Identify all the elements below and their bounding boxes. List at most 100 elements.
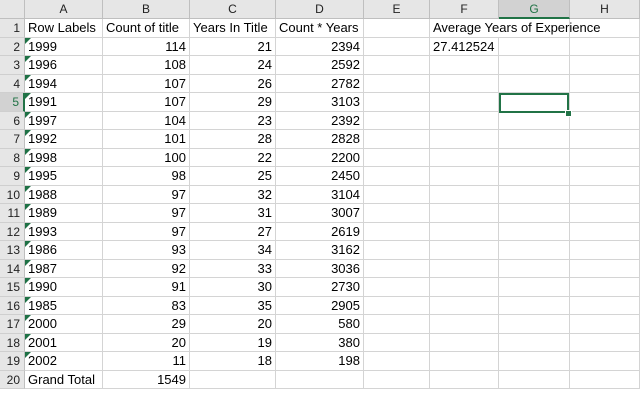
row-header[interactable]: 2 xyxy=(0,37,25,56)
row-label-cell[interactable]: 1998 xyxy=(25,148,103,167)
cell[interactable] xyxy=(430,148,499,167)
grand-total-label[interactable]: Grand Total xyxy=(25,370,103,389)
cell[interactable] xyxy=(570,352,640,371)
cell[interactable] xyxy=(430,222,499,241)
cell[interactable] xyxy=(499,333,570,352)
cell[interactable] xyxy=(364,130,430,149)
row-header[interactable]: 4 xyxy=(0,74,25,93)
row-header[interactable]: 8 xyxy=(0,148,25,167)
row-header[interactable]: 13 xyxy=(0,241,25,260)
years-cell[interactable]: 18 xyxy=(190,352,276,371)
years-cell[interactable]: 23 xyxy=(190,111,276,130)
cell[interactable] xyxy=(430,333,499,352)
cell[interactable] xyxy=(190,370,276,389)
product-cell[interactable]: 2394 xyxy=(276,37,364,56)
cell[interactable] xyxy=(499,296,570,315)
row-header[interactable]: 12 xyxy=(0,222,25,241)
cell[interactable] xyxy=(570,222,640,241)
cell[interactable] xyxy=(430,259,499,278)
product-cell[interactable]: 2730 xyxy=(276,278,364,297)
row-label-cell[interactable]: 1990 xyxy=(25,278,103,297)
cell[interactable] xyxy=(430,74,499,93)
cell[interactable] xyxy=(499,352,570,371)
cell[interactable] xyxy=(364,370,430,389)
product-cell[interactable]: 2619 xyxy=(276,222,364,241)
product-cell[interactable]: 3162 xyxy=(276,241,364,260)
cell[interactable] xyxy=(364,315,430,334)
cell[interactable] xyxy=(430,204,499,223)
cell[interactable] xyxy=(430,370,499,389)
row-label-cell[interactable]: 1989 xyxy=(25,204,103,223)
years-cell[interactable]: 30 xyxy=(190,278,276,297)
years-cell[interactable]: 28 xyxy=(190,130,276,149)
header-cell-count[interactable]: Count of title xyxy=(103,19,190,38)
header-cell-years[interactable]: Years In Title xyxy=(190,19,276,38)
years-cell[interactable]: 31 xyxy=(190,204,276,223)
row-label-cell[interactable]: 2002 xyxy=(25,352,103,371)
count-cell[interactable]: 104 xyxy=(103,111,190,130)
row-header[interactable]: 14 xyxy=(0,259,25,278)
cell[interactable] xyxy=(430,130,499,149)
cell[interactable] xyxy=(499,19,570,38)
row-label-cell[interactable]: 2001 xyxy=(25,333,103,352)
cell[interactable] xyxy=(499,111,570,130)
cell[interactable] xyxy=(364,185,430,204)
cell[interactable] xyxy=(430,185,499,204)
cell[interactable] xyxy=(499,167,570,186)
count-cell[interactable]: 29 xyxy=(103,315,190,334)
cell[interactable] xyxy=(364,222,430,241)
row-label-cell[interactable]: 1993 xyxy=(25,222,103,241)
count-cell[interactable]: 92 xyxy=(103,259,190,278)
row-label-cell[interactable]: 1988 xyxy=(25,185,103,204)
row-label-cell[interactable]: 1996 xyxy=(25,56,103,75)
row-header[interactable]: 16 xyxy=(0,296,25,315)
cell[interactable] xyxy=(364,19,430,38)
years-cell[interactable]: 35 xyxy=(190,296,276,315)
cell[interactable] xyxy=(570,259,640,278)
count-cell[interactable]: 20 xyxy=(103,333,190,352)
cell[interactable] xyxy=(499,241,570,260)
row-label-cell[interactable]: 1997 xyxy=(25,111,103,130)
cell[interactable] xyxy=(430,167,499,186)
count-cell[interactable]: 97 xyxy=(103,222,190,241)
cell[interactable] xyxy=(570,167,640,186)
average-value-cell[interactable]: 27.412524 xyxy=(430,37,499,56)
cell[interactable] xyxy=(364,352,430,371)
years-cell[interactable]: 24 xyxy=(190,56,276,75)
count-cell[interactable]: 97 xyxy=(103,204,190,223)
product-cell[interactable]: 198 xyxy=(276,352,364,371)
cell[interactable] xyxy=(364,241,430,260)
cell[interactable] xyxy=(430,315,499,334)
years-cell[interactable]: 29 xyxy=(190,93,276,112)
header-cell-product[interactable]: Count * Years xyxy=(276,19,364,38)
column-header-d[interactable]: D xyxy=(276,0,364,19)
cell[interactable] xyxy=(430,296,499,315)
count-cell[interactable]: 108 xyxy=(103,56,190,75)
row-header[interactable]: 9 xyxy=(0,167,25,186)
cell[interactable] xyxy=(276,370,364,389)
column-header-g[interactable]: G xyxy=(499,0,570,19)
cell[interactable] xyxy=(430,278,499,297)
product-cell[interactable]: 2450 xyxy=(276,167,364,186)
cell[interactable] xyxy=(499,56,570,75)
years-cell[interactable]: 34 xyxy=(190,241,276,260)
product-cell[interactable]: 2905 xyxy=(276,296,364,315)
cell[interactable] xyxy=(364,74,430,93)
cell[interactable] xyxy=(570,204,640,223)
cell[interactable] xyxy=(430,93,499,112)
cell[interactable] xyxy=(430,241,499,260)
column-header-c[interactable]: C xyxy=(190,0,276,19)
cell[interactable] xyxy=(364,111,430,130)
row-label-cell[interactable]: 1985 xyxy=(25,296,103,315)
row-header[interactable]: 3 xyxy=(0,56,25,75)
cell[interactable] xyxy=(499,148,570,167)
count-cell[interactable]: 97 xyxy=(103,185,190,204)
cell[interactable] xyxy=(570,315,640,334)
cell[interactable] xyxy=(364,167,430,186)
grand-total-count[interactable]: 1549 xyxy=(103,370,190,389)
cell[interactable] xyxy=(364,204,430,223)
years-cell[interactable]: 32 xyxy=(190,185,276,204)
row-label-cell[interactable]: 1999 xyxy=(25,37,103,56)
cell[interactable] xyxy=(499,74,570,93)
cell[interactable] xyxy=(570,93,640,112)
